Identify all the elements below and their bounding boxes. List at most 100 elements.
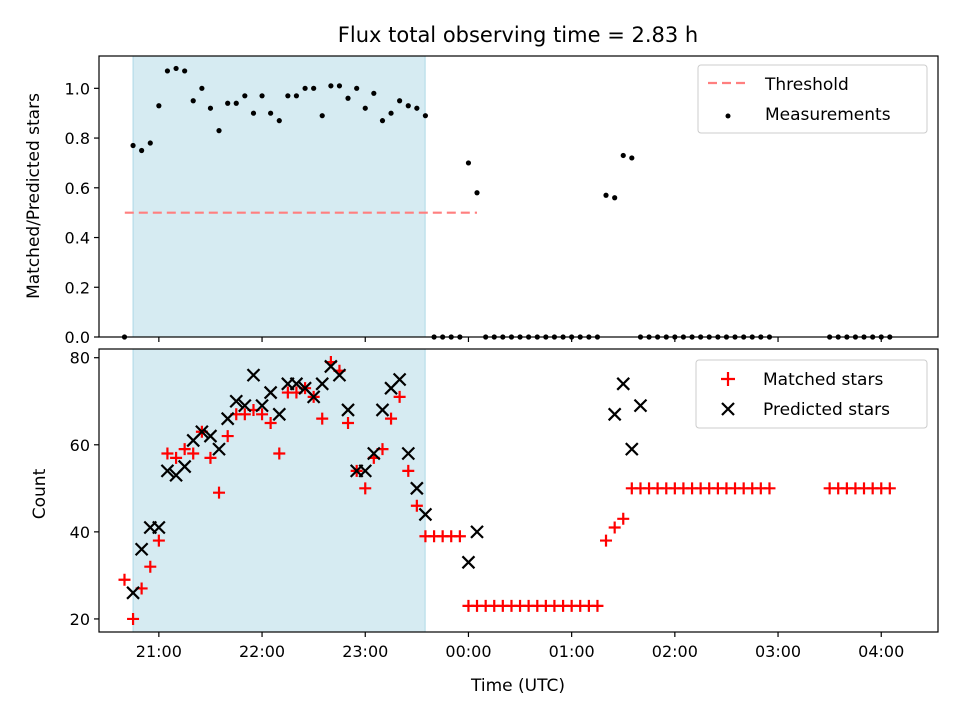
y-tick-label: 0.8 <box>65 129 90 148</box>
top-x-ticks <box>158 337 882 342</box>
predicted-star-point <box>177 459 192 474</box>
predicted-star-point <box>332 368 347 382</box>
bottom-legend-box <box>695 359 928 429</box>
bottom-y-axis-label: Count <box>30 468 50 519</box>
x-tick-label: 01:00 <box>549 642 595 661</box>
measurement-point <box>225 100 231 106</box>
measurement-point <box>388 110 394 116</box>
measurement-point <box>397 98 403 104</box>
measurement-point <box>362 105 368 111</box>
chart-title: Flux total observing time = 2.83 h <box>338 23 698 47</box>
top-shaded-region <box>132 55 426 338</box>
matched-star-point <box>144 560 157 573</box>
matched-star-point <box>600 534 613 547</box>
measurement-point <box>371 90 377 96</box>
legend-predicted-label: Predicted stars <box>763 400 890 420</box>
y-tick-label: 80 <box>70 349 90 368</box>
predicted-star-point <box>401 446 416 461</box>
predicted-star-point <box>341 403 355 417</box>
top-legend: Threshold Measurements <box>697 64 928 134</box>
matched-star-point <box>118 573 131 586</box>
y-tick-label: 1.0 <box>65 79 90 98</box>
predicted-star-point <box>392 372 407 387</box>
measurement-point <box>147 140 153 146</box>
matched-star-point <box>273 447 286 460</box>
matched-star-point <box>393 390 406 403</box>
legend-measurements-label: Measurements <box>765 105 891 125</box>
predicted-star-point <box>255 398 269 413</box>
measurement-point <box>328 83 334 89</box>
measurement-point <box>199 85 205 91</box>
measurement-point <box>612 195 618 201</box>
x-tick-label: 03:00 <box>755 642 801 661</box>
measurement-point <box>173 65 179 72</box>
predicted-star-point <box>358 464 373 478</box>
top-panel: 0.0 0.2 0.4 0.6 0.8 1.0 Matched/Predicted sta… <box>24 55 939 347</box>
measurement-point <box>139 147 145 154</box>
legend-predicted-swatch <box>721 402 735 416</box>
matched-star-point <box>152 534 165 547</box>
measurement-point <box>182 68 188 74</box>
x-tick-label: 04:00 <box>858 642 904 661</box>
bottom-legend: Matched stars Predicted stars <box>695 359 928 429</box>
measurement-point <box>276 118 282 124</box>
measurement-point <box>620 152 626 159</box>
predicted-star-point <box>410 481 424 496</box>
y-tick-label: 0.6 <box>65 179 90 198</box>
predicted-star-point <box>375 403 390 417</box>
matched-star-point <box>213 486 226 499</box>
legend-matched-swatch <box>721 372 735 386</box>
matched-star-point <box>204 451 217 464</box>
matched-star-point <box>402 464 415 477</box>
matched-star-point <box>385 412 398 425</box>
measurement-point <box>302 85 308 91</box>
measurement-point <box>156 103 162 109</box>
predicted-star-point <box>607 407 622 422</box>
measurement-point <box>130 142 136 149</box>
measurement-point <box>474 190 480 196</box>
predicted-star-point <box>229 394 244 409</box>
predicted-star-point <box>195 424 209 439</box>
y-tick-label: 0.4 <box>65 229 90 248</box>
predicted-star-point <box>315 377 329 391</box>
matched-star-point <box>178 443 191 456</box>
predicted-star-point <box>134 542 149 557</box>
matched-star-point <box>883 482 896 495</box>
top-axes-frame <box>98 55 939 338</box>
measurement-point <box>336 83 343 89</box>
x-axis-label: Time (UTC) <box>470 676 565 696</box>
measurement-point <box>379 118 386 124</box>
matched-star-point <box>359 482 372 495</box>
predicted-stars-points <box>126 359 648 600</box>
predicted-star-point <box>212 442 226 456</box>
measurement-point <box>414 105 420 111</box>
measurement-point <box>293 93 300 99</box>
measurement-point <box>216 128 222 134</box>
matched-star-point <box>170 451 183 464</box>
top-y-axis-label: Matched/Predicted stars <box>24 93 44 299</box>
predicted-star-point <box>246 368 261 382</box>
measurement-point <box>285 93 291 99</box>
predicted-star-point <box>616 377 631 391</box>
measurement-point <box>629 155 635 161</box>
predicted-star-point <box>461 555 476 570</box>
matched-star-point <box>238 408 251 421</box>
top-y-ticks: 0.0 0.2 0.4 0.6 0.8 1.0 <box>65 79 99 347</box>
x-tick-label: 21:00 <box>136 642 182 661</box>
predicted-star-point <box>263 385 278 400</box>
measurement-point <box>405 103 411 109</box>
y-tick-label: 0.2 <box>65 278 90 297</box>
matched-star-point <box>617 512 630 525</box>
matched-stars-points <box>118 356 896 625</box>
predicted-star-point <box>306 390 321 404</box>
predicted-star-point <box>367 446 381 461</box>
predicted-star-point <box>289 377 304 391</box>
predicted-star-point <box>418 507 433 522</box>
measurement-point <box>354 85 360 91</box>
measurement-point <box>319 113 325 119</box>
matched-star-point <box>342 417 355 430</box>
predicted-star-point <box>625 442 639 456</box>
predicted-star-point <box>220 411 235 426</box>
measurement-point <box>268 110 274 116</box>
x-tick-label: 23:00 <box>342 642 388 661</box>
